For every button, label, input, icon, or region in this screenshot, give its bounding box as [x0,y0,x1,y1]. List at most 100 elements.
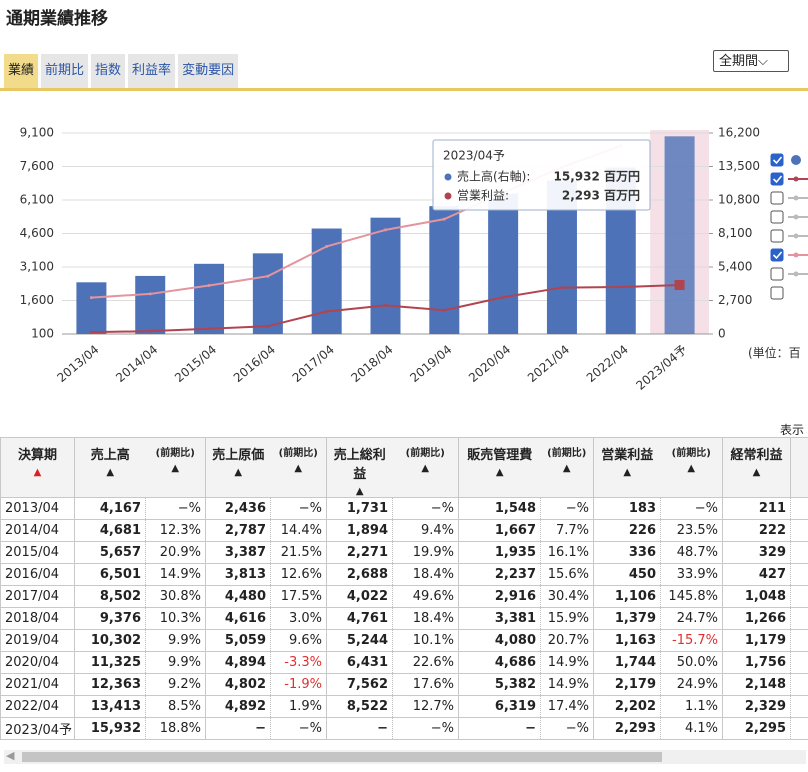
legend-checkbox[interactable] [770,191,784,205]
tab[interactable]: 変動要因 [178,54,239,88]
table-cell: 222 [722,519,791,542]
table-row: 2021/04 12,363 9.2% 4,802 -1.9% 7,562 17.6% 5,3… [0,673,808,696]
y-tick-label: 9,100 [20,126,54,140]
column-header[interactable]: (前期比) ▲ [540,437,594,498]
column-header[interactable]: (前期比) ▲ [145,437,206,498]
table-cell: 1.1% [660,695,723,718]
table-cell: 2019/04 [0,629,75,652]
sort-arrow[interactable]: ▲ [421,463,430,474]
bar [429,206,460,334]
sort-arrow[interactable]: ▲ [294,463,303,474]
scrollbar-thumb[interactable] [22,752,662,762]
sort-arrow[interactable]: ▲ [752,467,761,478]
point [89,296,93,300]
column-header[interactable]: 売上原価 ▲ [205,437,271,498]
column-header[interactable]: (前期比) ▲ [660,437,723,498]
table-cell: 12.7% [392,695,459,718]
tab[interactable]: 業績 [4,54,39,88]
table-cell: 2,916 [458,585,541,608]
column-header[interactable]: 決算期 ▲ [0,437,75,498]
table-cell: 4,616 [205,607,271,630]
table-cell: 49.6% [392,585,459,608]
table-cell: 48.7% [660,541,723,564]
table-cell: 4,802 [205,673,271,696]
table-cell: −% [540,717,594,740]
x-tick-label: 2023/04予 [633,342,689,392]
check [772,175,783,184]
tab[interactable]: 前期比 [41,54,89,88]
table-cell: 2023/04予 [0,717,75,740]
table-cell: 1,163 [593,629,661,652]
table-cell: −% [392,717,459,740]
column-header[interactable]: (前期比) ▲ [270,437,327,498]
sort-arrow[interactable]: ▲ [623,467,632,478]
sort-arrow[interactable]: ▲ [171,463,180,474]
sort-arrow[interactable]: ▲ [355,486,364,497]
table-cell: 2,202 [593,695,661,718]
column-header [790,437,808,498]
column-header[interactable]: 売上高 ▲ [74,437,146,498]
y2-tick-label: 0 [718,327,726,341]
table-cell: 5,244 [326,629,393,652]
table-cell: 4,761 [326,607,393,630]
table-cell: 15.9% [540,607,594,630]
scroll-arrow[interactable]: ◀ [6,749,15,762]
tab[interactable]: 利益率 [128,54,176,88]
table-cell: 1,744 [593,651,661,674]
x-tick-label: 2021/04 [525,342,572,385]
tooltip-dot [444,192,452,200]
bar [488,193,519,334]
table-cell: −% [540,497,594,520]
point [266,324,270,328]
sort-arrow[interactable]: ▲ [106,467,115,478]
tab[interactable]: 指数 [91,54,126,88]
table-cell: 14.9% [540,673,594,696]
table-cell: 30.8% [145,585,206,608]
table-cell: 12.3% [145,519,206,542]
legend-checkbox[interactable] [770,172,784,186]
legend-checkbox[interactable] [770,210,784,224]
table-cell: 16.1% [540,541,594,564]
sort-arrow[interactable]: ▲ [687,463,696,474]
column-header[interactable]: 販売管理費 ▲ [458,437,541,498]
legend-checkbox[interactable] [770,267,784,281]
tab-underline [0,88,808,91]
legend-checkbox[interactable] [770,153,784,167]
table-cell: 1,179 [722,629,791,652]
table-cell: 9.9% [145,651,206,674]
table-cell: 7.7% [540,519,594,542]
table-cell: 17.5% [270,585,327,608]
sort-arrow[interactable]: ▲ [33,467,42,478]
table-cell [790,673,808,696]
column-header[interactable]: 経常利益 ▲ [722,437,791,498]
point [148,329,152,333]
legend-icon [793,214,799,220]
table-cell: 5,382 [458,673,541,696]
header-text: (前期比) [547,448,587,459]
x-tick-label: 2020/04 [466,342,513,385]
column-header[interactable]: 売上総利益 ▲ [326,437,393,498]
sort-arrow[interactable]: ▲ [562,463,571,474]
table-cell: -3.3% [270,651,327,674]
column-header[interactable]: (前期比) ▲ [392,437,459,498]
table-cell: 20.9% [145,541,206,564]
header-text: 営業利益 [601,448,654,463]
table-cell: 4,686 [458,651,541,674]
table-cell: 30.4% [540,585,594,608]
sort-arrow[interactable]: ▲ [495,467,504,478]
table-cell [790,607,808,630]
sort-arrow[interactable]: ▲ [234,467,243,478]
period-select[interactable]: 全期間 [713,50,789,72]
header-text: (前期比) [671,448,711,459]
column-header[interactable]: 営業利益 ▲ [593,437,661,498]
table-cell: 2,271 [326,541,393,564]
legend-checkbox[interactable] [770,286,784,300]
table-cell: 4,892 [205,695,271,718]
legend-checkbox[interactable] [770,229,784,243]
table-cell: 4,681 [74,519,146,542]
legend-checkbox[interactable] [770,248,784,262]
table-cell: 183 [593,497,661,520]
table-cell: 7,562 [326,673,393,696]
table-cell [790,651,808,674]
